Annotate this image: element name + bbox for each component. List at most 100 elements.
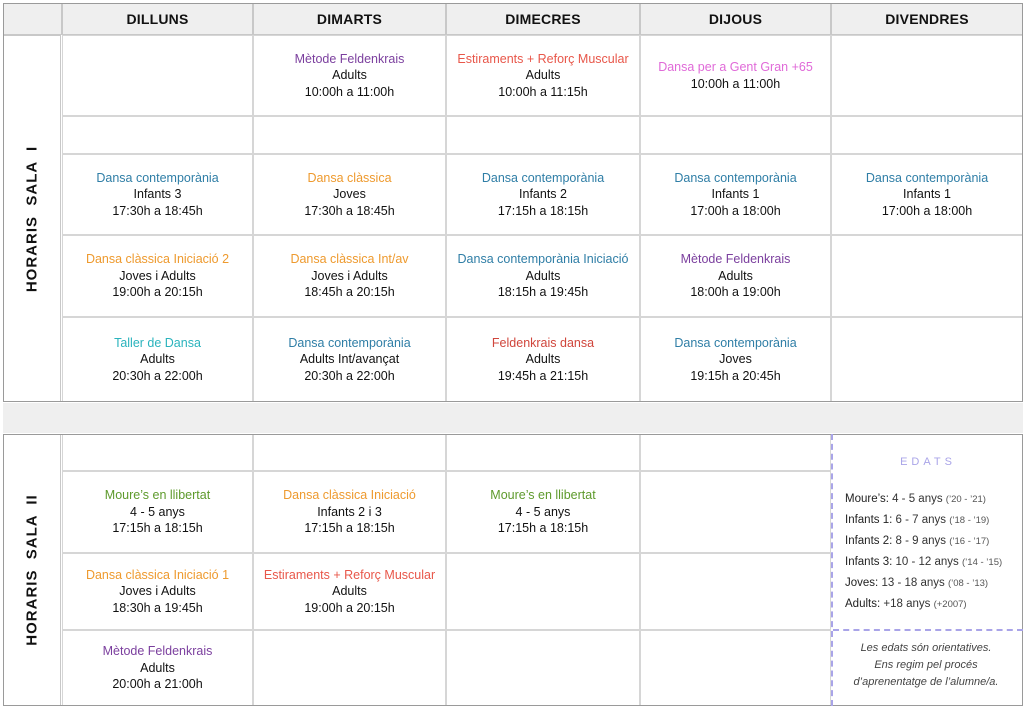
class-audience: Joves i Adults — [119, 268, 196, 283]
empty-cell — [446, 630, 640, 706]
class-cell: Dansa contemporània Adults Int/avançat 20:… — [253, 317, 446, 402]
class-audience: Infants 1 — [711, 187, 760, 202]
empty-cell — [62, 116, 253, 154]
class-cell: Mètode Feldenkrais Adults 10:00h a 11:00h — [253, 35, 446, 116]
age-item: Moure’s: 4 - 5 anys (’20 - ’21) — [845, 493, 986, 505]
class-audience: 4 - 5 anys — [515, 504, 571, 519]
age-item: Infants 3: 10 - 12 anys (’14 - ’15) — [845, 556, 1003, 568]
empty-cell — [640, 434, 831, 471]
ages-list: Moure’s: 4 - 5 anys (’20 - ’21) Infants … — [845, 489, 1002, 615]
class-cell: Dansa contemporània Iniciació Adults 18:15… — [446, 235, 640, 317]
class-time: 17:00h a 18:00h — [690, 203, 781, 218]
class-title: Mètode Feldenkrais — [102, 644, 213, 659]
class-audience: Joves — [333, 187, 366, 202]
header-day-divendres: DIVENDRES — [831, 3, 1023, 35]
class-time: 19:00h a 20:15h — [112, 285, 203, 300]
class-title: Dansa clàssica Iniciació 1 — [85, 567, 230, 582]
class-cell: Dansa contemporània Joves 19:15h a 20:45h — [640, 317, 831, 402]
class-audience: Joves — [719, 352, 752, 367]
empty-cell — [640, 553, 831, 630]
class-cell: Dansa clàssica Iniciació 2 Joves i Adults… — [62, 235, 253, 317]
class-time: 20:30h a 22:00h — [304, 368, 395, 383]
class-time: 10:00h a 11:15h — [498, 84, 588, 99]
class-audience: Adults — [140, 352, 175, 367]
class-title: Dansa clàssica Iniciació 2 — [85, 252, 230, 267]
class-time: 18:30h a 19:45h — [112, 600, 203, 615]
class-title: Feldenkrais dansa — [491, 335, 595, 350]
class-time: 17:15h a 18:15h — [497, 521, 589, 536]
ages-divider — [833, 629, 1023, 631]
ages-title: EDATS — [900, 456, 956, 468]
class-title: Mètode Feldenkrais — [294, 51, 405, 66]
empty-cell — [640, 630, 831, 706]
class-cell: Dansa contemporània Infants 3 17:30h a 18:… — [62, 154, 253, 235]
class-title: Moure’s en llibertat — [490, 488, 596, 503]
empty-cell — [446, 434, 640, 471]
class-time: 17:15h a 18:15h — [497, 203, 589, 218]
class-title: Dansa contemporània — [674, 335, 797, 350]
class-time: 10:00h a 11:00h — [304, 84, 395, 99]
class-title: Taller de Dansa — [114, 335, 201, 350]
header-day-dimecres: DIMECRES — [446, 3, 640, 35]
class-time: 18:00h a 19:00h — [690, 285, 781, 300]
class-cell: Dansa contemporània Infants 2 17:15h a 18:… — [446, 154, 640, 235]
class-time: 19:00h a 20:15h — [304, 600, 395, 615]
class-title: Dansa clàssica Int/av — [290, 252, 409, 267]
ages-note: Les edats són orientatives. Ens regim pe… — [853, 642, 999, 688]
class-title: Dansa contemporània — [288, 335, 411, 350]
empty-cell — [831, 235, 1023, 317]
class-title: Dansa per a Gent Gran +65 — [658, 60, 813, 74]
class-audience: Infants 1 — [903, 187, 951, 202]
class-title: Mètode Feldenkrais — [680, 252, 791, 267]
sala1-label: HORARIS SALA I — [23, 145, 41, 292]
empty-cell — [62, 434, 253, 471]
class-cell: Moure’s en llibertat 4 - 5 anys 17:15h a 1… — [446, 471, 640, 553]
empty-cell — [253, 630, 446, 706]
class-title: Dansa contemporània — [865, 170, 989, 185]
class-audience: Adults — [332, 68, 367, 83]
class-audience: Adults Int/avançat — [299, 352, 400, 367]
class-cell: Taller de Dansa Adults 20:30h a 22:00h — [62, 317, 253, 402]
class-time: 10:00h a 11:00h — [690, 76, 781, 91]
sala1-side-panel: HORARIS SALA I — [3, 35, 61, 402]
class-cell: Dansa clàssica Iniciació 1 Joves i Adults… — [62, 553, 253, 630]
class-time: 17:30h a 18:45h — [304, 203, 395, 218]
class-time: 20:00h a 21:00h — [112, 677, 203, 692]
class-cell: Dansa contemporània Infants 1 17:00h a 18:… — [831, 154, 1023, 235]
age-item: Adults: +18 anys (+2007) — [845, 598, 967, 610]
class-time: 18:15h a 19:45h — [497, 285, 589, 300]
class-time: 17:15h a 18:15h — [112, 521, 203, 536]
header-day-dijous: DIJOUS — [640, 3, 831, 35]
empty-cell — [446, 116, 640, 154]
class-title: Dansa contemporània — [481, 170, 605, 185]
class-time: 19:15h a 20:45h — [690, 368, 781, 383]
sala2-side-panel: HORARIS SALA II — [3, 434, 61, 706]
class-audience: Adults — [140, 660, 175, 675]
class-cell: Feldenkrais dansa Adults 19:45h a 21:15h — [446, 317, 640, 402]
class-time: 20:30h a 22:00h — [112, 368, 203, 383]
class-audience: Infants 2 — [519, 187, 567, 202]
section-separator — [3, 403, 1023, 433]
class-title: Moure’s en llibertat — [104, 488, 211, 503]
class-cell: Dansa contemporània Infants 1 17:00h a 18:… — [640, 154, 831, 235]
age-item: Infants 2: 8 - 9 anys (’16 - ’17) — [845, 535, 990, 547]
class-audience: Infants 3 — [133, 187, 182, 202]
class-title: Estiraments + Reforç Muscular — [263, 567, 436, 582]
class-time: 19:45h a 21:15h — [497, 368, 589, 383]
class-time: 17:15h a 18:15h — [304, 521, 395, 536]
age-item: Infants 1: 6 - 7 anys (’18 - ’19) — [845, 514, 990, 526]
class-title: Dansa clàssica Iniciació — [283, 488, 416, 503]
ages-info-box: EDATS Moure’s: 4 - 5 anys (’20 - ’21) In… — [831, 434, 1023, 706]
class-cell: Estiraments + Reforç Muscular Adults 19:00… — [253, 553, 446, 630]
age-item: Joves: 13 - 18 anys (’08 - ’13) — [845, 577, 989, 589]
class-title: Dansa contemporània — [96, 170, 219, 185]
class-audience: 4 - 5 anys — [130, 504, 185, 519]
class-cell: Mètode Feldenkrais Adults 18:00h a 19:00h — [640, 235, 831, 317]
header-day-dimarts: DIMARTS — [253, 3, 446, 35]
empty-cell — [831, 116, 1023, 154]
class-audience: Adults — [718, 268, 753, 283]
empty-cell — [640, 116, 831, 154]
class-title: Dansa contemporània Iniciació — [457, 252, 629, 267]
header-day-dilluns: DILLUNS — [62, 3, 253, 35]
class-cell: Estiraments + Reforç Muscular Adults 10:00… — [446, 35, 640, 116]
